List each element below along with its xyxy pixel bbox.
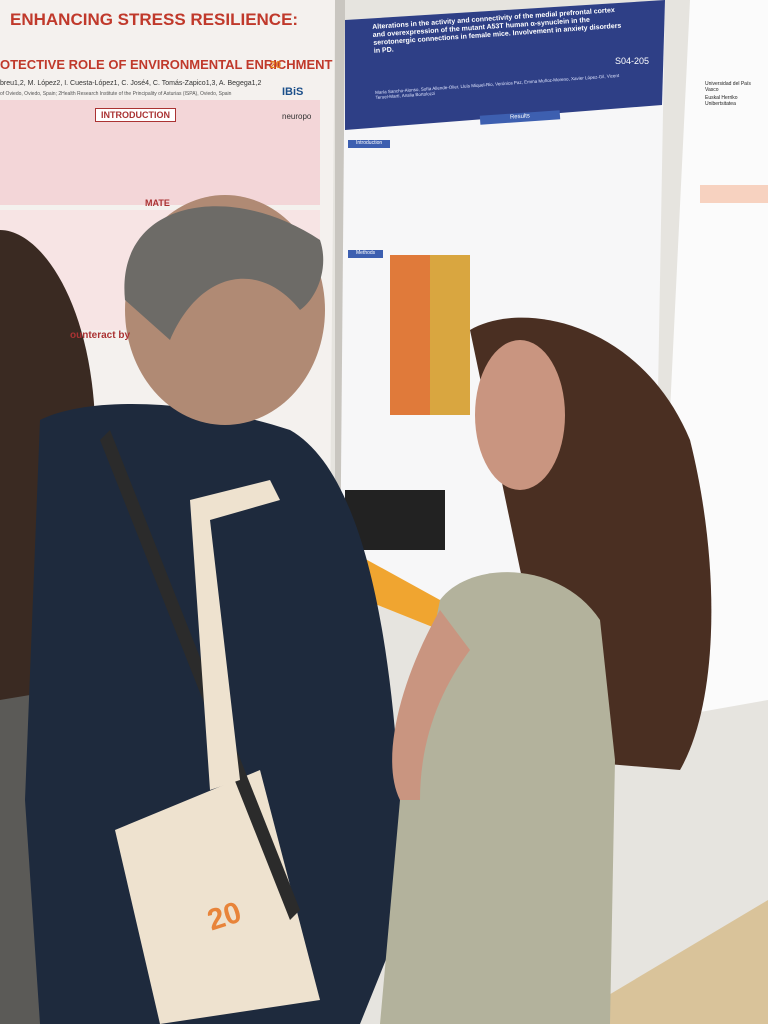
left-logo-neuropo: neuropo	[282, 112, 312, 121]
university-name-basque: Euskal Herriko Unibertsitatea	[705, 95, 738, 107]
left-intro-heading: INTRODUCTION	[95, 108, 176, 123]
center-methods-heading: Methods	[348, 250, 384, 258]
woman-face	[475, 340, 565, 490]
man-hair	[124, 206, 324, 340]
left-materials-heading: MATE	[145, 198, 170, 208]
left-affiliation: of Oviedo, Oviedo, Spain; 2Health Resear…	[0, 91, 232, 97]
tote-handle	[190, 480, 280, 790]
floor	[560, 900, 768, 1024]
image-grid	[345, 490, 445, 550]
left-authors: breu1,2, M. López2, I. Cuesta-López1, C.…	[0, 80, 262, 87]
center-poster-header	[345, 0, 665, 130]
university-name: Universidad del País Vasco	[705, 81, 751, 93]
left-title-2: OTECTIVE ROLE OF ENVIRONMENTAL ENRICHMEN…	[0, 57, 333, 72]
center-code: S04-205	[615, 56, 650, 66]
left-logo-ibis: IBiS	[282, 86, 304, 98]
center-intro-heading: Introduction	[348, 140, 391, 148]
left-counteract-heading: ounteract by	[70, 330, 131, 341]
woman-arm	[392, 610, 470, 800]
right-poster-band	[700, 185, 768, 203]
left-logo-20: 20	[270, 60, 282, 71]
bag-strap	[100, 430, 300, 920]
left-title-1: ENHANCING STRESS RESILIENCE:	[10, 10, 299, 29]
heatmap-2	[430, 255, 470, 415]
